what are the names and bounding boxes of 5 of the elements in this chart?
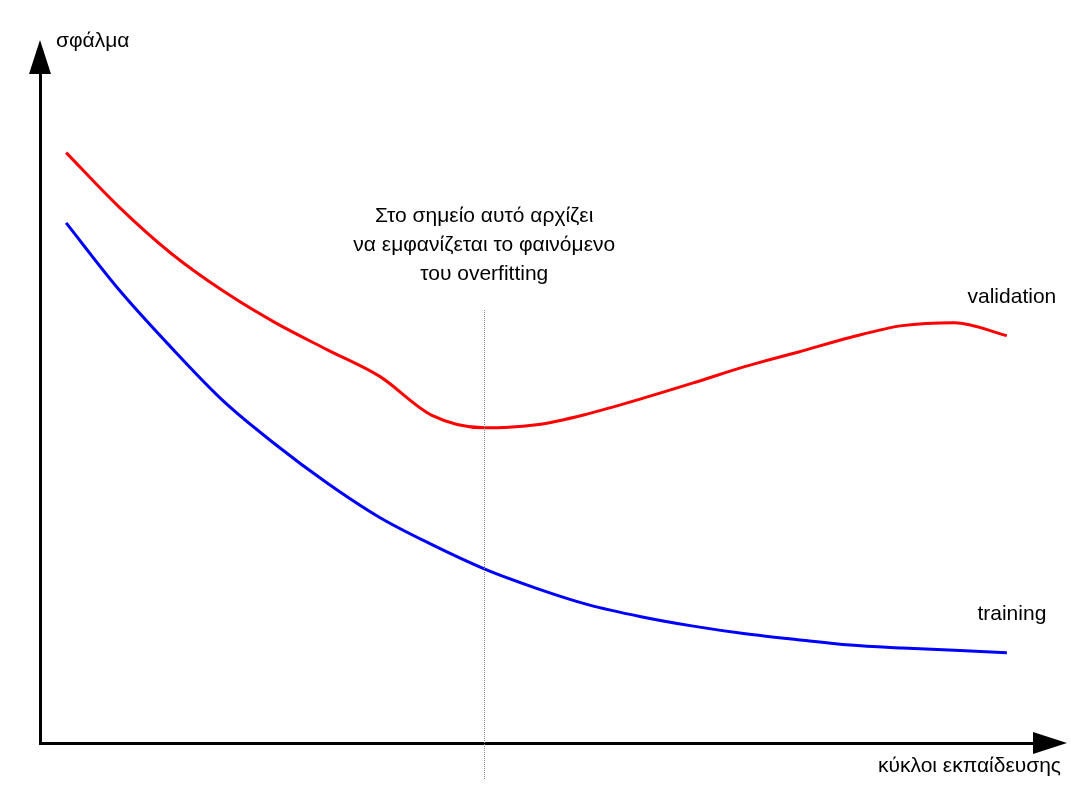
y-axis-title: σφάλμα (56, 28, 130, 52)
series-label: validation (967, 284, 1057, 308)
series-label: training (977, 601, 1047, 625)
annotation: Στο σημείο αυτό αρχίζει να εμφανίζεται το φαινόμενο του overfitting (352, 202, 617, 286)
x-axis-title: κύκλοι εκπαίδευσης (877, 753, 1061, 777)
